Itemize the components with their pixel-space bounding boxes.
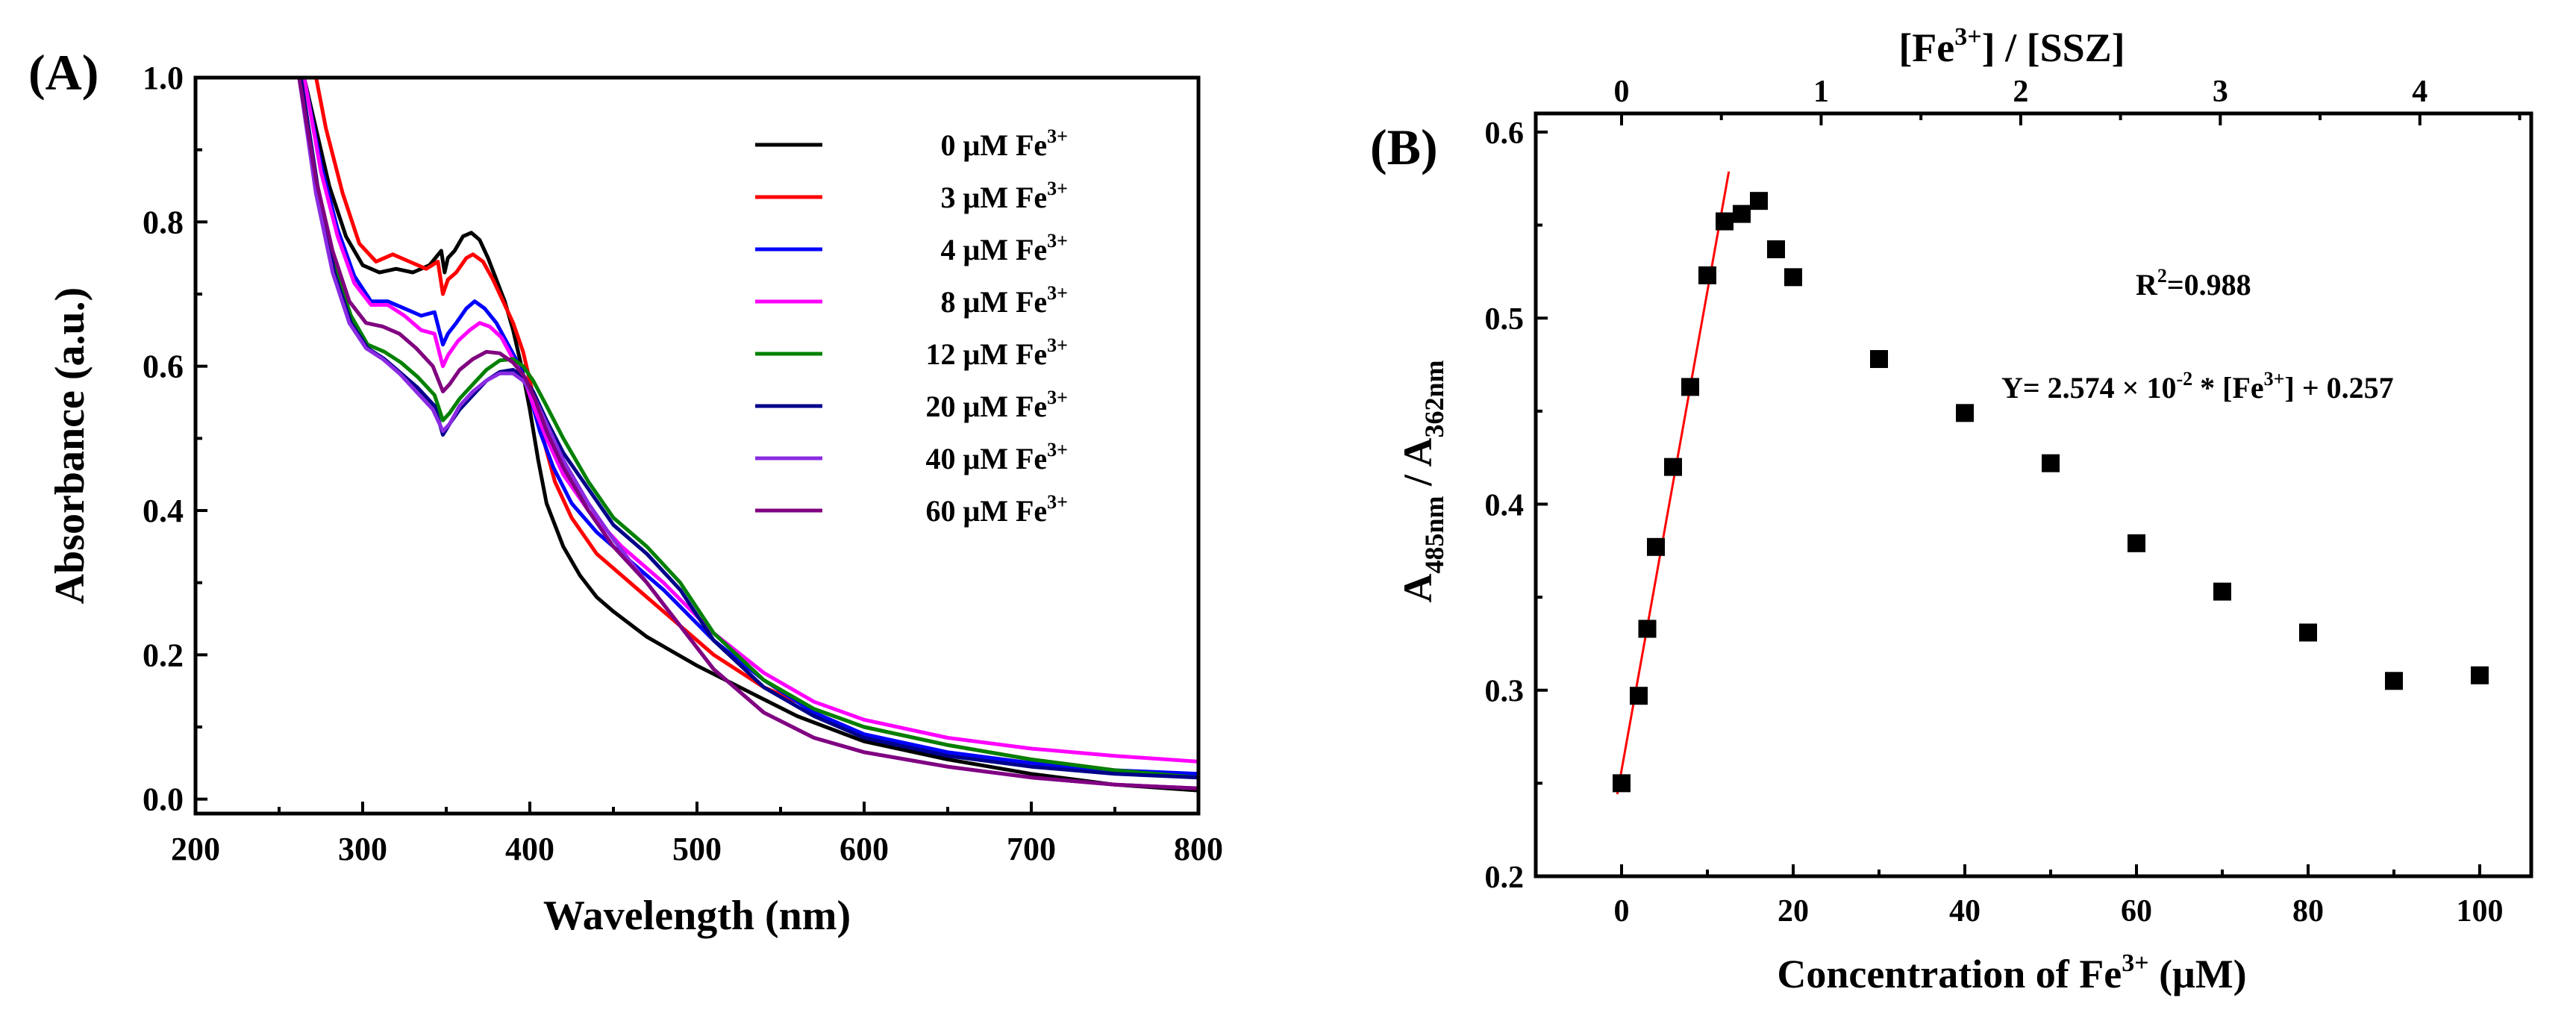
b-top-tick-label-2: 2 — [2013, 75, 2028, 109]
legend-text-6: 40 μM Fe3+ — [926, 439, 1068, 475]
a-ytick-label-0: 0.0 — [143, 781, 184, 818]
data-point-4 — [1664, 458, 1682, 476]
fit-equation-annotation: Y= 2.574 × 10-2 * [Fe3+] + 0.257 — [2001, 368, 2394, 405]
b-xtick-label-2: 40 — [1949, 894, 1981, 929]
legend-entry-5: 20 μM Fe3+ — [755, 387, 1068, 423]
b-xtick-label-0: 0 — [1614, 894, 1630, 929]
b-top-tick-label-3: 3 — [2213, 75, 2228, 109]
r-squared-annotation: R2=0.988 — [2136, 265, 2251, 302]
a-xtick-label-5: 700 — [1007, 831, 1056, 867]
a-ytick-label-4: 0.8 — [143, 204, 184, 240]
a-ytick-label-5: 1.0 — [143, 60, 184, 96]
panel-b-x-axis-label: Concentration of Fe3+ (μM) — [1777, 949, 2246, 996]
panel-a-label: (A) — [28, 44, 99, 101]
panel-b-y-axis-label: A485nm / A362nm — [1395, 360, 1449, 602]
panel-b-axes-frame — [1534, 111, 2533, 878]
b-top-tick-label-1: 1 — [1813, 75, 1829, 109]
data-point-16 — [2213, 582, 2231, 601]
panel-a-curves — [297, 78, 1198, 793]
data-point-18 — [2385, 672, 2403, 690]
a-xtick-label-4: 600 — [840, 831, 889, 867]
panel-a-x-axis-label: Wavelength (nm) — [543, 893, 851, 939]
curve-7 — [297, 78, 1198, 790]
a-xtick-label-6: 800 — [1174, 831, 1223, 867]
panel-b: (B) 0 20 40 60 80 100 0.2 0.3 0.4 0.5 0.6 0 1 2 3 4 [Fe… — [1370, 23, 2533, 996]
a-xtick-label-0: 200 — [171, 831, 220, 867]
legend-text-0: 0 μM Fe3+ — [941, 125, 1068, 162]
legend-text-2: 4 μM Fe3+ — [941, 230, 1068, 266]
a-ytick-label-3: 0.6 — [143, 349, 184, 385]
legend-entry-7: 60 μM Fe3+ — [755, 491, 1068, 528]
panel-b-ticks: 0 20 40 60 80 100 0.2 0.3 0.4 0.5 0.6 0 1 2 3 4 — [1485, 75, 2522, 929]
b-xtick-label-5: 100 — [2457, 894, 2504, 929]
panel-a-ticks: 200 300 400 500 600 700 800 0.0 0.2 0.4 0.6 0.8 1.0 — [143, 60, 1223, 867]
legend-entry-0: 0 μM Fe3+ — [755, 125, 1068, 162]
data-point-7 — [1716, 212, 1734, 231]
legend-entry-2: 4 μM Fe3+ — [755, 230, 1068, 266]
data-point-17 — [2299, 623, 2317, 642]
b-ytick-label-1: 0.3 — [1485, 675, 1525, 709]
b-ytick-label-4: 0.6 — [1485, 116, 1525, 151]
legend-text-3: 8 μM Fe3+ — [941, 282, 1068, 319]
curve-1 — [314, 78, 1198, 780]
panel-a-y-axis-label: Absorbance (a.u.) — [47, 287, 93, 605]
legend-text-4: 12 μM Fe3+ — [926, 334, 1068, 371]
data-point-9 — [1750, 192, 1768, 210]
data-point-2 — [1638, 620, 1657, 638]
curve-4 — [298, 78, 1198, 780]
b-top-tick-label-4: 4 — [2412, 75, 2427, 109]
b-xtick-label-3: 60 — [2121, 894, 2152, 929]
a-ytick-label-2: 0.4 — [143, 493, 184, 529]
b-ytick-label-2: 0.4 — [1485, 488, 1525, 522]
a-xtick-label-2: 400 — [505, 831, 554, 867]
a-xtick-label-3: 500 — [672, 831, 722, 867]
b-top-tick-label-0: 0 — [1614, 75, 1630, 109]
b-xtick-label-1: 20 — [1778, 894, 1809, 929]
legend-text-7: 60 μM Fe3+ — [926, 491, 1068, 528]
data-point-13 — [1956, 404, 1974, 422]
data-point-3 — [1647, 537, 1665, 556]
panel-b-top-axis-label: [Fe3+] / [SSZ] — [1898, 23, 2125, 70]
legend-text-1: 3 μM Fe3+ — [941, 178, 1068, 214]
panel-a-legend: 0 μM Fe3+ 3 μM Fe3+ 4 μM Fe3+ 8 μM Fe3+ … — [755, 125, 1068, 528]
data-point-15 — [2128, 534, 2145, 552]
data-point-14 — [2042, 454, 2060, 472]
b-ytick-label-0: 0.2 — [1485, 861, 1525, 895]
data-point-19 — [2471, 666, 2489, 684]
legend-entry-3: 8 μM Fe3+ — [755, 282, 1068, 319]
a-xtick-label-1: 300 — [338, 831, 387, 867]
data-point-1 — [1630, 687, 1648, 705]
data-point-8 — [1733, 205, 1751, 223]
data-point-6 — [1698, 266, 1716, 284]
curve-0 — [302, 78, 1198, 793]
data-point-11 — [1784, 268, 1802, 287]
panel-b-points — [1613, 192, 2489, 793]
data-point-5 — [1681, 378, 1699, 396]
panel-a: (A) 200 300 400 500 600 700 800 0.0 0.2 0.4 0.6 0.8… — [28, 44, 1223, 939]
legend-text-5: 20 μM Fe3+ — [926, 387, 1068, 423]
curve-3 — [302, 78, 1198, 764]
legend-entry-6: 40 μM Fe3+ — [755, 439, 1068, 475]
data-point-10 — [1767, 240, 1785, 258]
panel-b-label: (B) — [1370, 119, 1438, 175]
legend-entry-4: 12 μM Fe3+ — [755, 334, 1068, 371]
legend-entry-1: 3 μM Fe3+ — [755, 178, 1068, 214]
data-point-12 — [1870, 350, 1888, 369]
data-point-0 — [1613, 774, 1631, 793]
b-ytick-label-3: 0.5 — [1485, 302, 1525, 337]
b-xtick-label-4: 80 — [2292, 894, 2324, 929]
a-ytick-label-1: 0.2 — [143, 637, 184, 673]
